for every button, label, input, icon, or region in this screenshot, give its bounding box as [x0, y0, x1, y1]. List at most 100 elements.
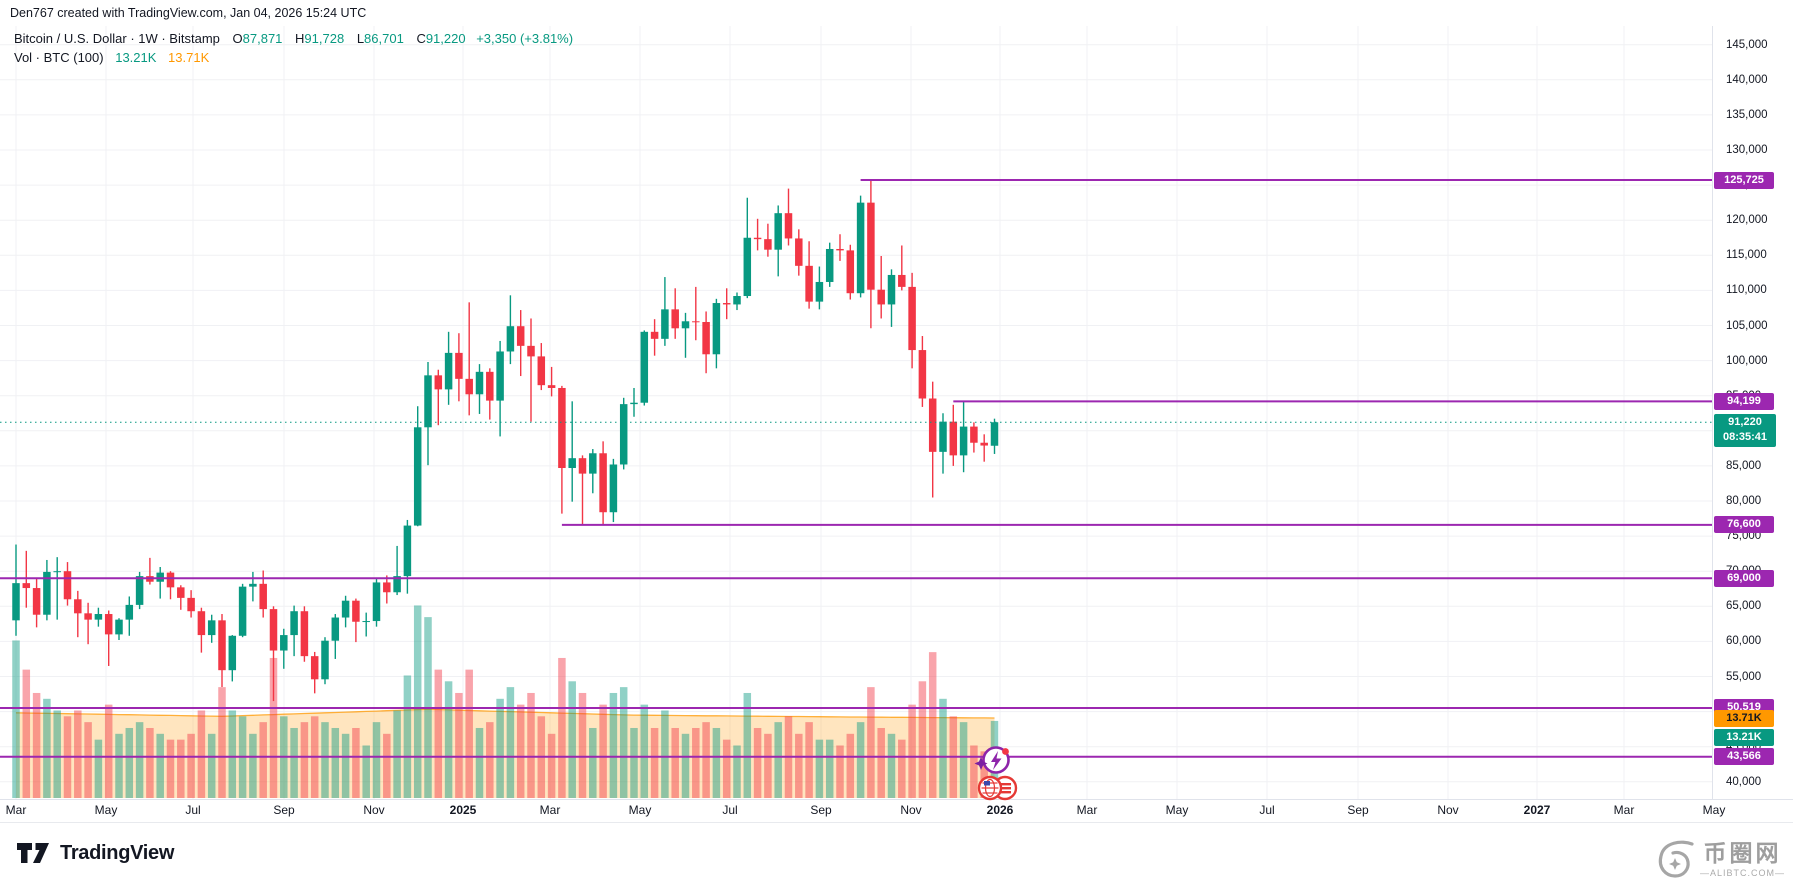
volume-bar: [609, 692, 618, 798]
volume-bar: [764, 733, 772, 798]
candle-body: [434, 375, 443, 390]
price-tick-label: 120,000: [1726, 214, 1768, 227]
candle-body: [187, 597, 195, 612]
time-axis-label: Jul: [722, 803, 738, 817]
candle-body: [619, 404, 628, 465]
legend-volume-row[interactable]: Vol · BTC (100) 13.21K 13.71K: [14, 48, 573, 67]
price-line-badge[interactable]: 69,000: [1714, 569, 1774, 587]
tradingview-logo[interactable]: TradingView: [16, 841, 174, 865]
volume-bar: [465, 669, 473, 798]
price-line-badge[interactable]: 94,199: [1714, 392, 1774, 410]
candle-body: [867, 202, 875, 290]
candle-body: [465, 378, 473, 395]
volume-bar: [774, 722, 782, 798]
volume-current-badge: 13.21K: [1714, 729, 1774, 746]
time-axis-label: Nov: [1437, 803, 1459, 817]
volume-bar: [43, 698, 51, 798]
zap-emoji-sticker[interactable]: [974, 744, 1014, 783]
current-price-badge[interactable]: 91,220 08:35:41: [1714, 414, 1776, 448]
candle-body: [692, 321, 700, 323]
price-line-badge[interactable]: 43,566: [1714, 748, 1774, 766]
candle-body: [578, 458, 587, 474]
volume-bar: [805, 722, 813, 798]
candle-body: [249, 583, 257, 587]
volume-bar: [300, 722, 309, 798]
candle-body: [372, 582, 381, 622]
candle-body: [650, 331, 659, 339]
time-axis-label: Nov: [363, 803, 385, 817]
time-axis-label: Sep: [1347, 803, 1369, 817]
candle-body: [228, 635, 237, 671]
legend-main-row[interactable]: Bitcoin / U.S. Dollar · 1W · Bitstamp O8…: [14, 29, 573, 48]
time-axis-label: Mar: [539, 803, 561, 817]
volume-bar: [362, 745, 370, 798]
time-axis-label: 2026: [986, 803, 1014, 817]
time-axis-label: May: [1702, 803, 1726, 817]
candle-body: [805, 265, 813, 302]
price-tick-label: 130,000: [1726, 144, 1768, 156]
candle-body: [383, 582, 391, 593]
bar-countdown: 08:35:41: [1722, 431, 1768, 444]
volume-bar: [743, 692, 752, 798]
volume-bar: [702, 722, 710, 798]
candle-body: [496, 351, 504, 401]
volume-bar: [197, 710, 206, 798]
volume-bar: [877, 727, 885, 798]
volume-ma-area: [16, 709, 995, 798]
volume-bar: [980, 751, 988, 798]
candle-body: [949, 421, 958, 456]
volume-bar: [815, 739, 824, 798]
volume-bar: [650, 727, 659, 798]
volume-bar: [898, 739, 906, 798]
candle-body: [836, 248, 844, 251]
time-axis-label: Nov: [900, 803, 922, 817]
chart-canvas[interactable]: [0, 0, 1793, 822]
candle-body: [712, 303, 721, 355]
volume-bar: [939, 698, 947, 798]
volume-bar: [836, 745, 844, 798]
volume-bar: [846, 733, 855, 798]
candle-body: [300, 611, 309, 657]
time-axis-label: 2027: [1523, 803, 1551, 817]
volume-ma-badge: 13.71K: [1714, 710, 1774, 727]
candle-body: [784, 213, 793, 239]
volume-bar: [177, 739, 185, 798]
candle-body: [702, 321, 710, 355]
volume-bar: [928, 652, 937, 798]
volume-bar: [619, 687, 628, 798]
close-label: C: [416, 31, 426, 46]
price-line-badge[interactable]: 76,600: [1714, 516, 1774, 534]
candle-body: [74, 599, 82, 614]
volume-bar: [630, 727, 638, 798]
candle-body: [352, 600, 360, 622]
candle-body: [877, 289, 885, 305]
candle-body: [177, 587, 185, 598]
candle-body: [475, 371, 484, 395]
volume-bar: [249, 733, 257, 798]
volume-bar: [506, 687, 515, 798]
candle-body: [764, 239, 772, 250]
volume-bar: [671, 727, 679, 798]
candle-body: [321, 640, 329, 680]
price-tick-label: 100,000: [1726, 354, 1768, 367]
price-line-badge[interactable]: 125,725: [1714, 171, 1774, 189]
volume-current-value: 13.21K: [115, 50, 157, 65]
candle-body: [815, 281, 824, 302]
time-axis-label: Sep: [810, 803, 832, 817]
volume-ma-line: [15, 708, 995, 719]
price-tick-label: 135,000: [1726, 108, 1768, 121]
volume-bar: [475, 727, 484, 798]
candle-body: [506, 326, 515, 352]
candle-body: [516, 326, 525, 346]
volume-bar: [558, 657, 566, 798]
volume-bar: [84, 722, 92, 798]
volume-bar: [867, 687, 875, 798]
candle-body: [630, 402, 638, 405]
candle-body: [63, 571, 72, 600]
candle-body: [156, 572, 164, 582]
volume-bar: [331, 727, 340, 798]
globe-flags-sticker[interactable]: [976, 774, 1022, 807]
candle-body: [238, 586, 247, 636]
price-tick-label: 85,000: [1726, 459, 1762, 472]
time-axis-label: Jul: [1259, 803, 1275, 817]
